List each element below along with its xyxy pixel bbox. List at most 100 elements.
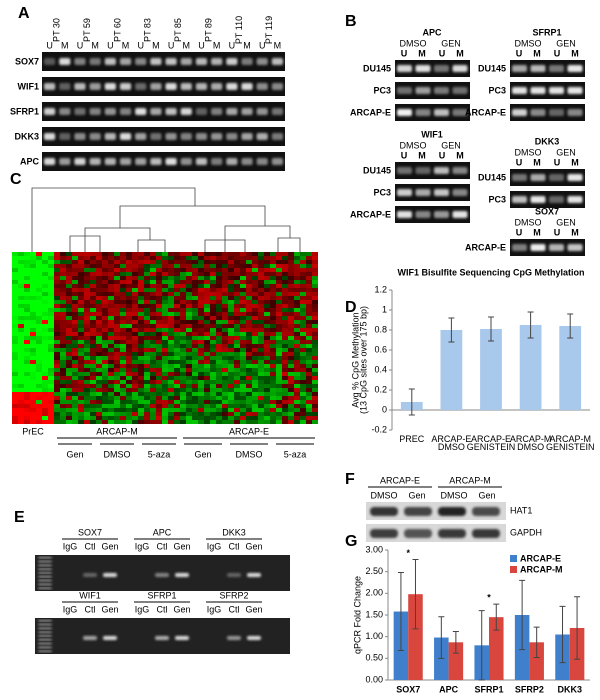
sample-label: PT 30 bbox=[52, 18, 62, 42]
heatmap-cell bbox=[162, 252, 168, 256]
heatmap-cell bbox=[288, 388, 294, 392]
heatmap-cell bbox=[204, 336, 210, 340]
heatmap-cell bbox=[198, 284, 204, 288]
lane-label: M bbox=[571, 48, 579, 58]
gel-band bbox=[512, 87, 527, 94]
heatmap-cell bbox=[42, 288, 48, 292]
heatmap-cell bbox=[258, 332, 264, 336]
heatmap-cell bbox=[144, 380, 150, 384]
heatmap-cell bbox=[138, 348, 144, 352]
heatmap-cell bbox=[90, 408, 96, 412]
heatmap-cell bbox=[264, 272, 270, 276]
heatmap-cell bbox=[312, 368, 318, 372]
heatmap-cell bbox=[204, 376, 210, 380]
heatmap-cell bbox=[90, 264, 96, 268]
heatmap-cell bbox=[216, 368, 222, 372]
heatmap-cell bbox=[42, 372, 48, 376]
heatmap-cell bbox=[138, 340, 144, 344]
heatmap-cell bbox=[276, 332, 282, 336]
heatmap-cell bbox=[252, 412, 258, 416]
heatmap-cell bbox=[264, 336, 270, 340]
heatmap-cell bbox=[24, 300, 30, 304]
heatmap-cell bbox=[156, 316, 162, 320]
heatmap-cell bbox=[24, 276, 30, 280]
heatmap-cell bbox=[282, 292, 288, 296]
heatmap-cell bbox=[234, 284, 240, 288]
heatmap-cell bbox=[72, 332, 78, 336]
heatmap-cell bbox=[42, 252, 48, 256]
lane-label: M bbox=[571, 157, 579, 167]
heatmap-cell bbox=[288, 332, 294, 336]
gel-band bbox=[135, 133, 147, 140]
heatmap-cell bbox=[234, 400, 240, 404]
heatmap-cell bbox=[132, 276, 138, 280]
heatmap-cell bbox=[114, 336, 120, 340]
bar bbox=[529, 642, 544, 680]
heatmap-cell bbox=[108, 416, 114, 420]
heatmap-cell bbox=[228, 320, 234, 324]
heatmap-cell bbox=[42, 292, 48, 296]
heatmap-cell bbox=[90, 288, 96, 292]
heatmap-cell bbox=[54, 316, 60, 320]
heatmap-cell bbox=[132, 268, 138, 272]
heatmap-cell bbox=[96, 308, 102, 312]
heatmap-cell bbox=[144, 284, 150, 288]
heatmap-cell bbox=[246, 304, 252, 308]
heatmap-cell bbox=[300, 404, 306, 408]
heatmap-cell bbox=[54, 272, 60, 276]
heatmap-cell bbox=[240, 284, 246, 288]
heatmap-cell bbox=[132, 352, 138, 356]
heatmap-cell bbox=[162, 296, 168, 300]
heatmap-cell bbox=[252, 416, 258, 420]
heatmap-cell bbox=[120, 388, 126, 392]
heatmap-cell bbox=[312, 396, 318, 400]
heatmap-cell bbox=[270, 420, 276, 424]
heatmap-cell bbox=[264, 312, 270, 316]
heatmap-cell bbox=[126, 408, 132, 412]
heatmap-cell bbox=[180, 268, 186, 272]
heatmap-cell bbox=[150, 408, 156, 412]
heatmap-cell bbox=[276, 320, 282, 324]
heatmap-cell bbox=[180, 308, 186, 312]
heatmap-cell bbox=[282, 404, 288, 408]
heatmap-cell bbox=[132, 300, 138, 304]
heatmap-cell bbox=[24, 352, 30, 356]
heatmap-cell bbox=[198, 388, 204, 392]
gene-label: SOX7 bbox=[78, 527, 102, 537]
heatmap-cell bbox=[96, 412, 102, 416]
heatmap-cell bbox=[90, 332, 96, 336]
heatmap-cell bbox=[180, 312, 186, 316]
heatmap-cell bbox=[186, 344, 192, 348]
heatmap-cell bbox=[264, 292, 270, 296]
gel-band bbox=[397, 167, 412, 174]
heatmap-cell bbox=[48, 396, 54, 400]
heatmap-cell bbox=[120, 288, 126, 292]
heatmap-cell bbox=[198, 320, 204, 324]
heatmap-cell bbox=[216, 312, 222, 316]
gel-band bbox=[59, 83, 71, 90]
heatmap-cell bbox=[54, 340, 60, 344]
heatmap-cell bbox=[36, 252, 42, 256]
heatmap-cell bbox=[72, 356, 78, 360]
gel-band bbox=[452, 87, 468, 94]
heatmap-cell bbox=[276, 404, 282, 408]
heatmap-cell bbox=[156, 276, 162, 280]
heatmap-cell bbox=[36, 404, 42, 408]
heatmap-cell bbox=[186, 280, 192, 284]
heatmap-cell bbox=[60, 276, 66, 280]
heatmap-cell bbox=[246, 372, 252, 376]
heatmap-cell bbox=[102, 352, 108, 356]
heatmap-cell bbox=[204, 344, 210, 348]
heatmap-cell bbox=[156, 364, 162, 368]
heatmap-cell bbox=[258, 396, 264, 400]
heatmap-cell bbox=[30, 356, 36, 360]
heatmap-cell bbox=[156, 356, 162, 360]
heatmap-cell bbox=[60, 364, 66, 368]
heatmap-cell bbox=[138, 288, 144, 292]
heatmap-cell bbox=[312, 292, 318, 296]
heatmap-cell bbox=[282, 288, 288, 292]
heatmap-cell bbox=[120, 400, 126, 404]
heatmap-cell bbox=[312, 380, 318, 384]
heatmap-cell bbox=[270, 392, 276, 396]
heatmap-cell bbox=[60, 292, 66, 296]
